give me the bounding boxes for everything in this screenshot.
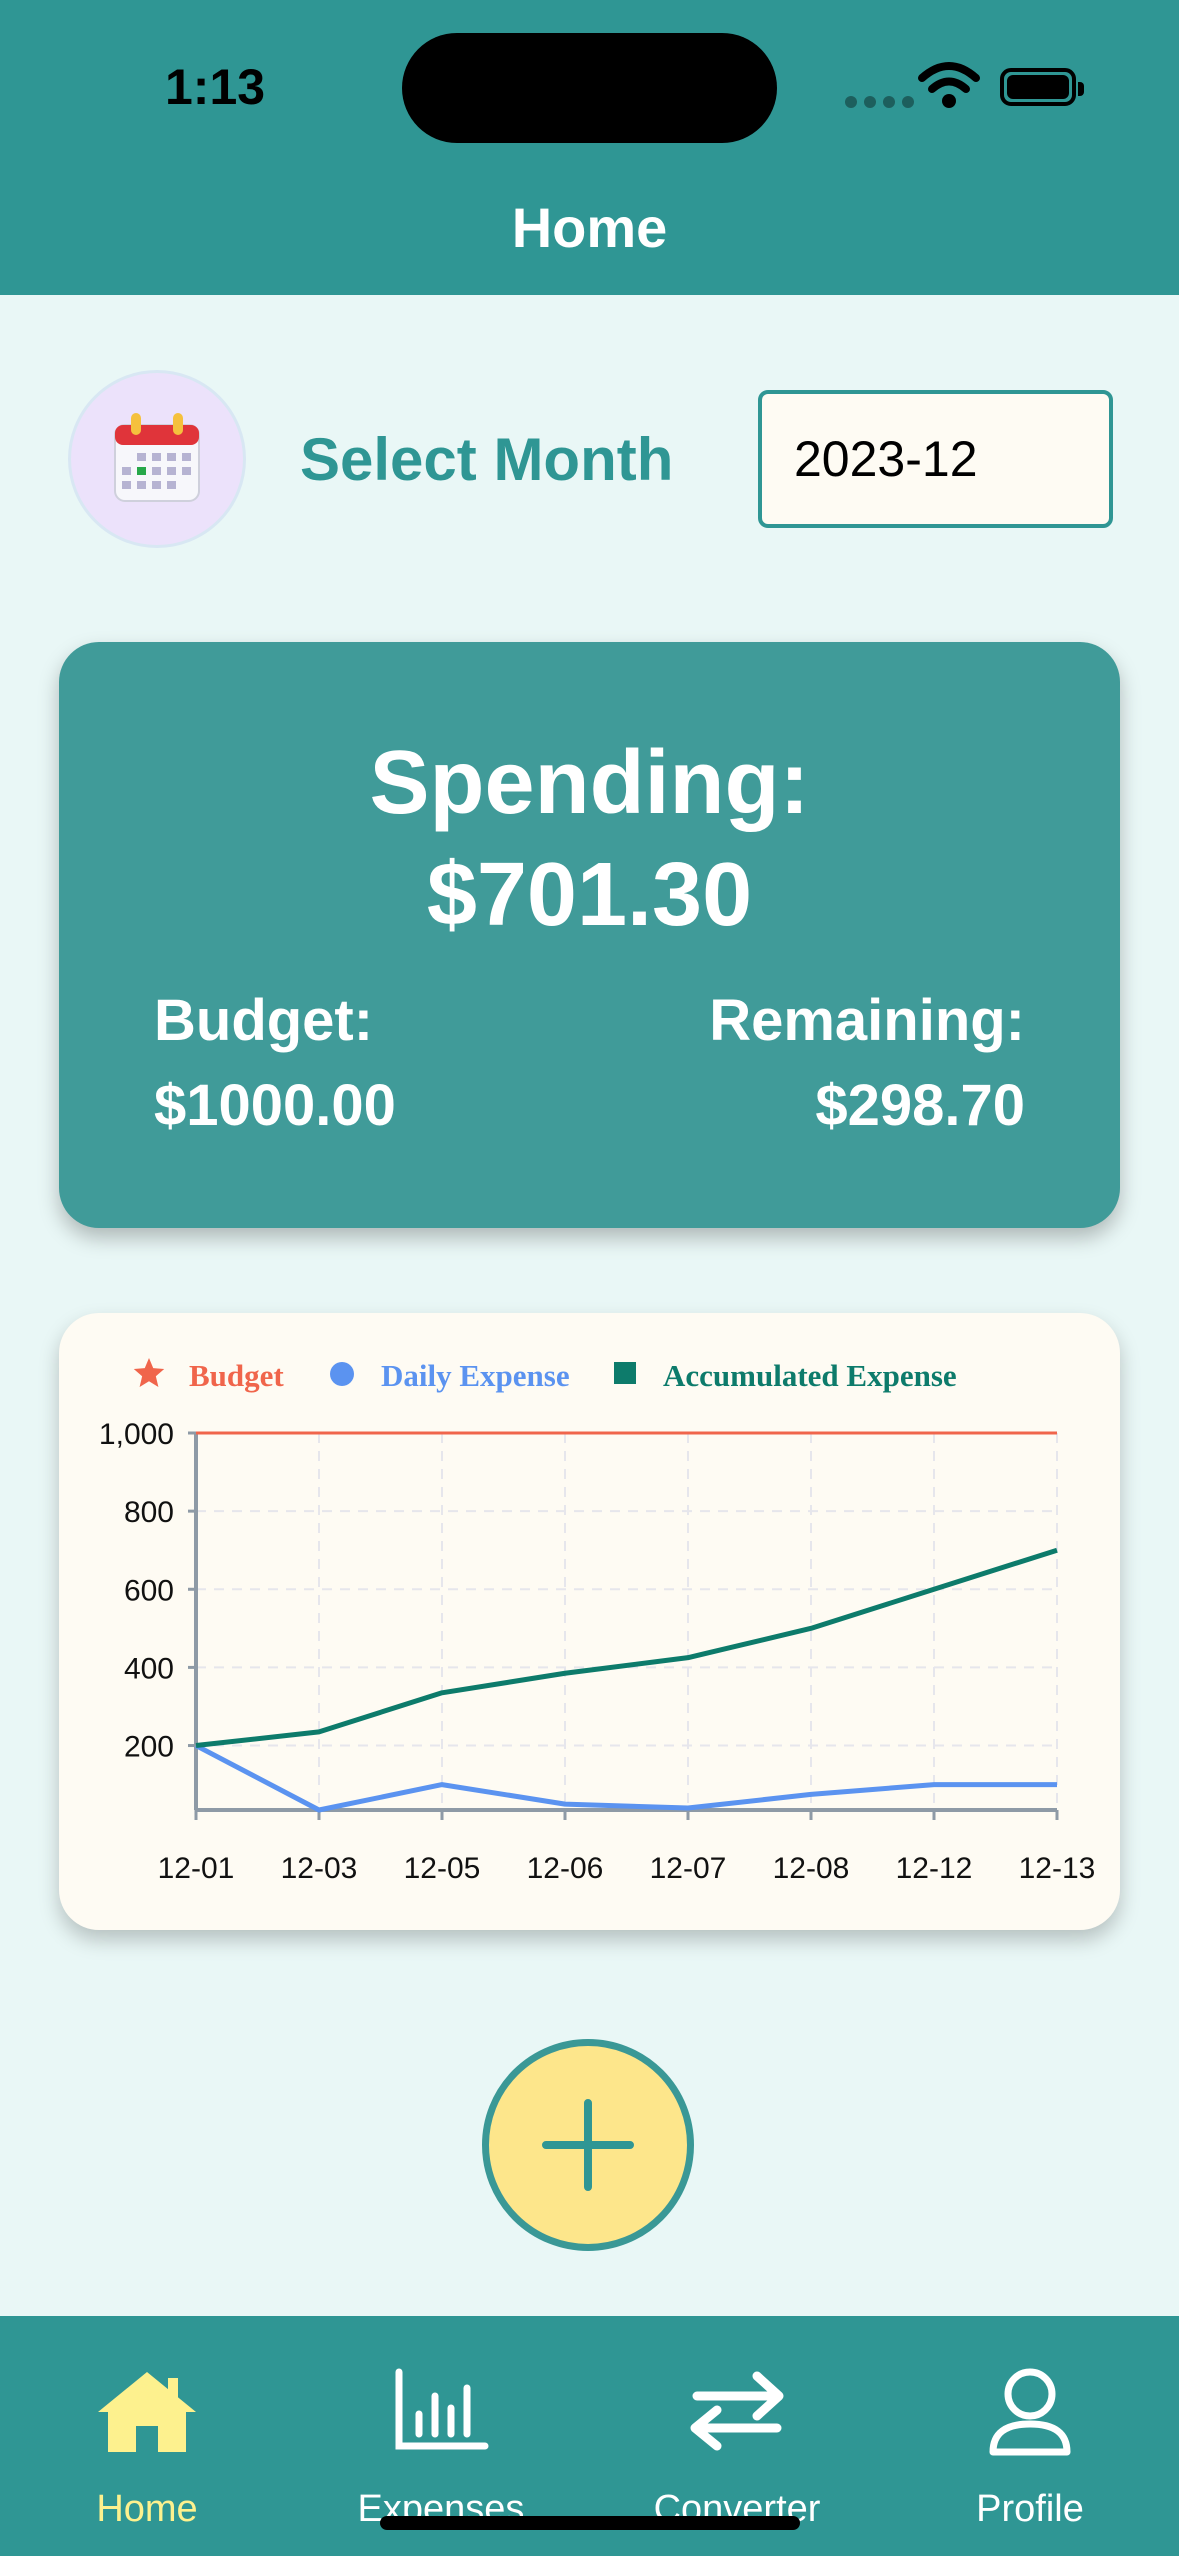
bar-chart-icon bbox=[395, 2368, 489, 2450]
month-input[interactable] bbox=[758, 390, 1113, 528]
wifi-icon bbox=[918, 62, 980, 108]
expense-chart-card: 200 400 600 800 1,000 12-01 12-03 12-05 12-06 12-… bbox=[59, 1313, 1120, 1930]
legend-circle-icon bbox=[330, 1362, 354, 1386]
x-tick-label: 12-07 bbox=[650, 1852, 727, 1885]
calendar-icon bbox=[114, 413, 200, 502]
y-tick-label: 400 bbox=[124, 1652, 174, 1685]
legend-label: Accumulated Expense bbox=[663, 1358, 957, 1393]
y-tick-label: 800 bbox=[124, 1496, 174, 1529]
home-indicator bbox=[380, 2516, 800, 2530]
tab-profile[interactable]: Profile bbox=[905, 2316, 1155, 2556]
x-tick-label: 12-12 bbox=[896, 1852, 973, 1885]
spending-label: Spending: bbox=[369, 733, 810, 833]
person-icon bbox=[989, 2368, 1071, 2456]
arrows-exchange-icon bbox=[690, 2371, 784, 2451]
budget-value: $1000.00 bbox=[154, 1073, 396, 1138]
plus-icon bbox=[542, 2099, 634, 2191]
y-tick-label: 1,000 bbox=[99, 1418, 174, 1451]
expense-line-chart: 200 400 600 800 1,000 12-01 12-03 12-05 12-06 12-… bbox=[99, 1358, 1096, 1885]
x-tick-label: 12-03 bbox=[281, 1852, 358, 1885]
tab-bar: Home Expenses Converter Profile bbox=[0, 2316, 1179, 2556]
battery-icon bbox=[1000, 68, 1084, 106]
add-expense-button[interactable] bbox=[482, 2039, 694, 2251]
series-line-accumulated-expense bbox=[195, 1547, 1058, 1749]
select-month-label: Select Month bbox=[300, 426, 674, 493]
remaining-value: $298.70 bbox=[815, 1073, 1025, 1138]
legend-label: Budget bbox=[189, 1358, 284, 1393]
legend-label: Daily Expense bbox=[381, 1358, 570, 1393]
x-tick-label: 12-08 bbox=[773, 1852, 850, 1885]
remaining-label: Remaining: bbox=[709, 988, 1025, 1053]
page-title: Home bbox=[511, 196, 668, 259]
x-tick-label: 12-13 bbox=[1019, 1852, 1096, 1885]
status-time: 1:13 bbox=[165, 59, 266, 115]
dynamic-island bbox=[402, 33, 777, 143]
x-tick-label: 12-05 bbox=[404, 1852, 481, 1885]
tab-profile-label: Profile bbox=[976, 2488, 1084, 2530]
status-bar: 1:13 bbox=[0, 0, 1179, 190]
house-icon bbox=[98, 2372, 196, 2452]
x-tick-label: 12-01 bbox=[158, 1852, 235, 1885]
tab-home-label: Home bbox=[96, 2488, 198, 2530]
calendar-button[interactable] bbox=[68, 370, 246, 548]
y-tick-label: 200 bbox=[124, 1731, 174, 1764]
y-tick-label: 600 bbox=[124, 1574, 174, 1607]
cellular-signal-icon bbox=[845, 96, 914, 108]
nav-header bbox=[0, 190, 1179, 295]
series-line-daily-expense bbox=[194, 1743, 1057, 1813]
spending-summary-card: Spending: $701.30 Budget: $1000.00 Remai… bbox=[59, 642, 1120, 1228]
tab-home[interactable]: Home bbox=[22, 2316, 272, 2556]
x-tick-label: 12-06 bbox=[527, 1852, 604, 1885]
legend-square-icon bbox=[614, 1362, 636, 1384]
spending-value: $701.30 bbox=[426, 845, 753, 945]
budget-label: Budget: bbox=[154, 988, 374, 1053]
legend-star-icon bbox=[133, 1358, 165, 1387]
